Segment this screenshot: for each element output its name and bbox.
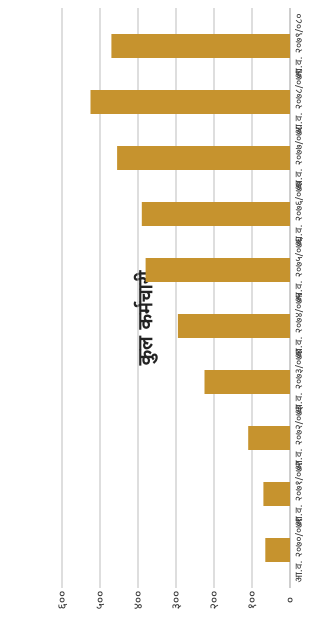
y-tick-label: २००: [207, 591, 221, 610]
bar: [111, 34, 291, 58]
y-tick-label: ६००: [55, 591, 69, 610]
y-tick-label: ०: [283, 597, 297, 603]
y-tick-label: ३००: [169, 591, 183, 610]
bar: [248, 426, 290, 450]
x-category-label: आ.व. २०७९/०८०: [294, 13, 305, 78]
x-category-label: आ.व. २०७०/०७१: [294, 517, 305, 582]
x-category-label: आ.व. २०७८/०७९: [294, 69, 305, 134]
bar: [90, 90, 290, 114]
bar: [204, 370, 290, 394]
y-tick-label: ५००: [93, 591, 107, 610]
x-category-label: आ.व. २०७७/०७८: [294, 125, 305, 190]
bar: [263, 482, 290, 506]
y-tick-labels: ० १०० २०० ३०० ४०० ५०० ६००: [55, 591, 297, 610]
x-category-label: आ.व. २०७१/०७२: [294, 461, 305, 526]
chart-title: कुल कर्मचारी: [133, 270, 158, 366]
bar: [177, 314, 290, 338]
bar: [145, 258, 290, 282]
bar-layer: [90, 34, 291, 562]
x-category-label: आ.व. २०७२/०७३: [294, 405, 305, 470]
x-category-label: आ.व. २०७४/०७५: [294, 293, 305, 358]
x-category-label: आ.व. २०७५/०७६: [294, 237, 305, 302]
y-tick-label: १००: [245, 591, 259, 610]
x-category-label: आ.व. २०७६/०७७: [294, 181, 305, 246]
bar: [141, 202, 290, 226]
bar: [265, 538, 290, 562]
y-tick-label: ४००: [131, 591, 145, 610]
bar: [117, 146, 290, 170]
x-category-label: आ.व. २०७३/०७४: [294, 349, 305, 414]
